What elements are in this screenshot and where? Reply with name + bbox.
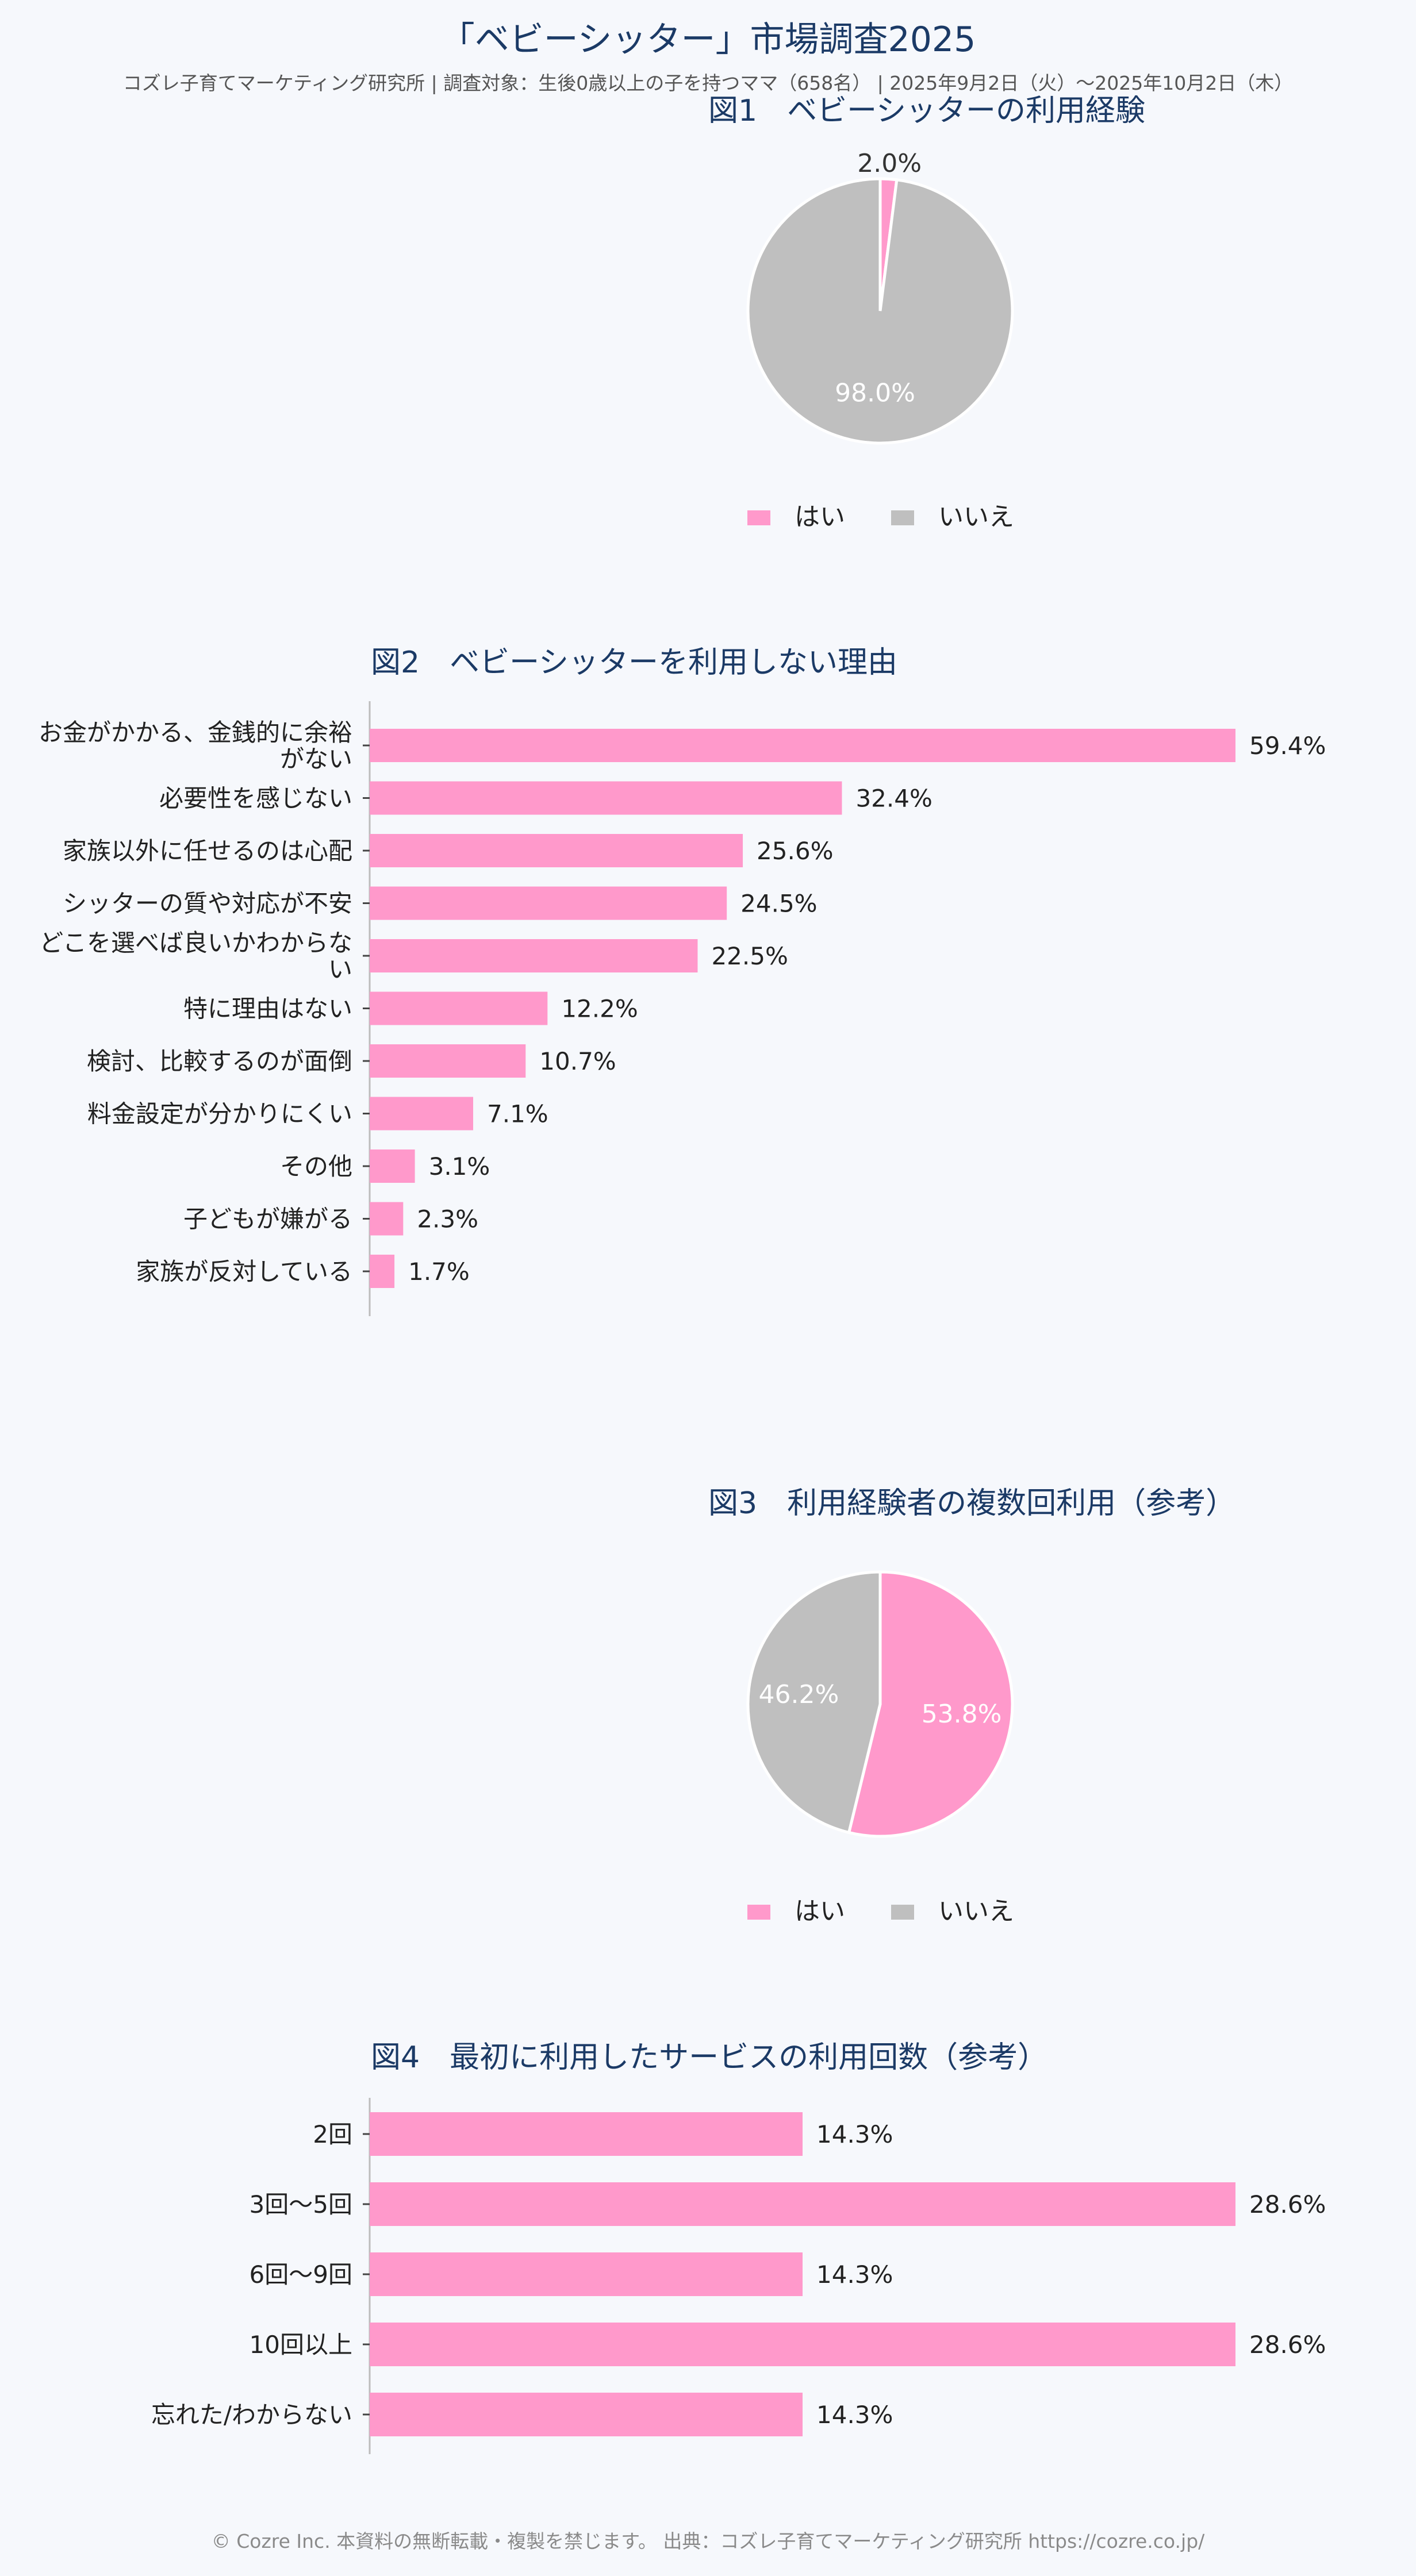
fig2-bar-9 bbox=[370, 1202, 404, 1236]
fig2-value-label-3: 24.5% bbox=[740, 890, 817, 918]
fig2-value-label-7: 7.1% bbox=[487, 1100, 548, 1128]
fig2-category-label-0-0: お金がかかる、金銭的に余裕 bbox=[39, 718, 352, 747]
fig2-bar-10 bbox=[370, 1255, 395, 1288]
fig2-value-label-5: 12.2% bbox=[561, 995, 638, 1023]
fig3-slice-0 bbox=[847, 1570, 1014, 1838]
fig3-legend-swatch-1 bbox=[891, 1905, 914, 1920]
fig4-category-label-1: 3回〜5回 bbox=[250, 2190, 352, 2219]
fig4-value-label-2: 14.3% bbox=[816, 2260, 893, 2289]
fig4-category-label-4: 忘れた/わからない bbox=[151, 2401, 352, 2429]
fig3-title: 図3 利用経験者の複数回利用（参考） bbox=[708, 1486, 1235, 1521]
fig3-slice-label-1: 46.2% bbox=[759, 1680, 839, 1709]
fig4-category-label-3: 10回以上 bbox=[250, 2331, 352, 2359]
fig4-value-label-0: 14.3% bbox=[816, 2120, 893, 2148]
fig2-value-label-4: 22.5% bbox=[711, 942, 788, 970]
fig1-legend-swatch-1 bbox=[891, 510, 914, 525]
fig2-bar-4 bbox=[370, 939, 698, 972]
fig2-bar-0 bbox=[370, 729, 1235, 762]
fig4-bar-2 bbox=[370, 2252, 803, 2296]
fig3-slice-label-0: 53.8% bbox=[922, 1700, 1002, 1729]
fig3-legend-swatch-0 bbox=[747, 1905, 770, 1920]
fig2-bar-7 bbox=[370, 1097, 474, 1131]
fig4-value-label-4: 14.3% bbox=[816, 2401, 893, 2429]
fig2-category-label-1: 必要性を感じない bbox=[159, 785, 352, 813]
fig2-category-label-10: 家族が反対している bbox=[136, 1258, 352, 1286]
fig1-legend-swatch-0 bbox=[747, 510, 770, 525]
fig2-category-label-6: 検討、比較するのが面倒 bbox=[87, 1047, 352, 1075]
fig2-value-label-1: 32.4% bbox=[855, 785, 932, 813]
fig1-title: 図1 ベビーシッターの利用経験 bbox=[708, 94, 1145, 128]
fig3-legend-label-0: はい bbox=[795, 1897, 845, 1926]
fig2-category-label-2: 家族以外に任せるのは心配 bbox=[63, 837, 352, 865]
fig2-category-label-9: 子どもが嫌がる bbox=[183, 1205, 352, 1233]
fig4-value-label-1: 28.6% bbox=[1249, 2190, 1326, 2219]
fig4-category-label-0: 2回 bbox=[313, 2120, 352, 2148]
fig1-slice-1 bbox=[746, 177, 1014, 445]
fig4-bar-3 bbox=[370, 2323, 1235, 2366]
fig2-category-label-4-1: い bbox=[328, 955, 352, 983]
fig2-value-label-10: 1.7% bbox=[408, 1258, 470, 1286]
fig4-bar-0 bbox=[370, 2112, 803, 2156]
fig2-bar-2 bbox=[370, 834, 743, 867]
fig1-legend-label-0: はい bbox=[795, 502, 845, 532]
survey-subtitle: コズレ子育てマーケティング研究所 | 調査対象：生後0歳以上の子を持つママ（65… bbox=[122, 72, 1294, 94]
fig2-category-label-3: シッターの質や対応が不安 bbox=[63, 890, 352, 918]
fig2-category-label-8: その他 bbox=[280, 1152, 352, 1181]
fig2-category-label-4-0: どこを選べば良いかわからな bbox=[39, 929, 352, 957]
fig2-value-label-9: 2.3% bbox=[417, 1205, 478, 1233]
fig2-category-label-0-1: がない bbox=[280, 745, 352, 773]
fig2-bar-1 bbox=[370, 781, 842, 815]
copyright-footer: © Cozre Inc. 本資料の無断転載・複製を禁じます。 出典：コズレ子育て… bbox=[211, 2530, 1205, 2552]
fig2-bar-3 bbox=[370, 886, 727, 920]
fig2-category-label-7: 料金設定が分かりにくい bbox=[87, 1100, 352, 1128]
fig2-title: 図2 ベビーシッターを利用しない理由 bbox=[371, 645, 897, 680]
fig4-title: 図4 最初に利用したサービスの利用回数（参考） bbox=[371, 2040, 1047, 2075]
fig2-bar-5 bbox=[370, 991, 548, 1025]
fig2-value-label-6: 10.7% bbox=[539, 1047, 616, 1075]
fig4-bar-4 bbox=[370, 2393, 803, 2436]
fig1-slice-label-1: 98.0% bbox=[835, 378, 915, 407]
fig4-category-label-2: 6回〜9回 bbox=[250, 2260, 352, 2289]
fig2-bar-8 bbox=[370, 1149, 415, 1183]
fig2-value-label-8: 3.1% bbox=[429, 1152, 490, 1181]
fig2-bar-6 bbox=[370, 1044, 526, 1078]
fig4-bar-1 bbox=[370, 2182, 1235, 2226]
fig1-slice-label-0: 2.0% bbox=[857, 149, 922, 178]
fig1-legend-label-1: いいえ bbox=[938, 502, 1014, 532]
page-title: 「ベビーシッター」市場調査2025 bbox=[440, 20, 976, 60]
fig2-value-label-2: 25.6% bbox=[757, 837, 833, 865]
fig4-value-label-3: 28.6% bbox=[1249, 2331, 1326, 2359]
fig3-slice-1 bbox=[746, 1570, 882, 1835]
fig2-value-label-0: 59.4% bbox=[1249, 732, 1326, 760]
fig3-legend-label-1: いいえ bbox=[938, 1897, 1014, 1926]
fig2-category-label-5: 特に理由はない bbox=[183, 995, 352, 1023]
